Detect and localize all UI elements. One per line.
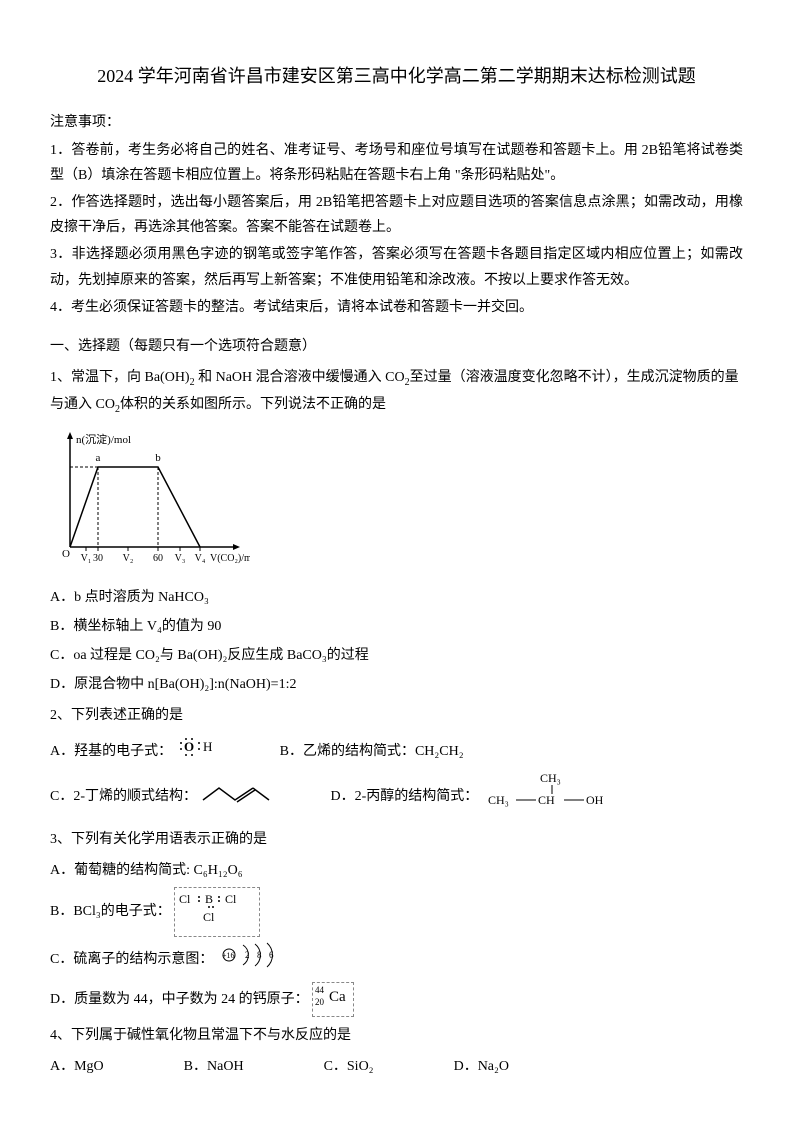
svg-text:Cl: Cl xyxy=(225,892,237,906)
question-2-stem: 2、下列表述正确的是 xyxy=(50,703,743,728)
q2-row-2: C．2-丁烯的顺式结构： D．2-丙醇的结构简式： CH₃ CH₃ CH OH xyxy=(50,772,743,821)
q1-chart: a b n(沉淀)/mol O V₁ 30 V₂ 60 V₃ V₄ V(CO₂)… xyxy=(50,427,250,577)
calcium-nuclide-icon: 44 20 Ca xyxy=(312,982,354,1017)
instruction-2: 2．作答选择题时，选出每小题答案后，用 2B铅笔把答题卡上对应题目选项的答案信息… xyxy=(50,190,743,240)
q4-options-row: A．MgO B．NaOH C．SiO₂ D．Na₂O xyxy=(50,1054,743,1079)
exam-title: 2024 学年河南省许昌市建安区第三高中化学高二第二学期期末达标检测试题 xyxy=(50,60,743,92)
svg-text:2: 2 xyxy=(245,950,250,960)
xtick-3: 60 xyxy=(153,553,163,564)
q4-option-d: D．Na₂O xyxy=(454,1054,509,1079)
chart-origin: O xyxy=(62,548,70,560)
bcl3-lewis-icon: Cl B Cl Cl xyxy=(174,887,260,936)
svg-text:CH: CH xyxy=(538,793,555,807)
hydroxyl-lewis-icon: O H xyxy=(176,735,220,768)
q2-optD-text: D．2-丙醇的结构简式： xyxy=(331,784,479,809)
svg-text:CH₃: CH₃ xyxy=(540,772,561,785)
svg-text:H: H xyxy=(203,739,212,754)
q1-text-1: 1、常温下，向 Ba(OH) xyxy=(50,370,190,385)
q3-optB-text: B．BCl₃的电子式： xyxy=(50,904,171,919)
q2-optC-text: C．2-丁烯的顺式结构： xyxy=(50,789,197,804)
chart-point-a: a xyxy=(96,452,101,464)
q1-option-b: B．横坐标轴上 V₄的值为 90 xyxy=(50,614,743,639)
svg-text:B: B xyxy=(205,892,213,906)
chart-point-b: b xyxy=(155,452,161,464)
xtick-1: 30 xyxy=(93,553,103,564)
svg-text:Ca: Ca xyxy=(329,989,346,1005)
xtick-5: V₄ xyxy=(195,553,206,564)
q3-optD-text: D．质量数为 44，中子数为 24 的钙原子： xyxy=(50,992,309,1007)
xtick-4: V₃ xyxy=(175,553,186,564)
svg-text:O: O xyxy=(184,739,194,754)
svg-text:6: 6 xyxy=(269,950,274,960)
q3-option-a: A．葡萄糖的结构简式: C₆H₁₂O₆ xyxy=(50,858,743,883)
q1-option-c: C．oa 过程是 CO₂与 Ba(OH)₂反应生成 BaCO₃的过程 xyxy=(50,643,743,668)
q3-option-d: D．质量数为 44，中子数为 24 的钙原子： 44 20 Ca xyxy=(50,982,743,1017)
xtick-0: V₁ xyxy=(81,553,92,564)
q2-optA-text: A．羟基的电子式： xyxy=(50,743,172,758)
svg-text:44: 44 xyxy=(315,985,325,995)
q2-option-d: D．2-丙醇的结构简式： CH₃ CH₃ CH OH xyxy=(331,772,617,821)
q3-optC-text: C．硫离子的结构示意图： xyxy=(50,951,213,966)
butene-structure-icon xyxy=(201,780,271,813)
section-heading: 一、选择题（每题只有一个选项符合题意） xyxy=(50,334,743,359)
instruction-3: 3．非选择题必须用黑色字迹的钢笔或签字笔作答，答案必须写在答题卡各题目指定区域内… xyxy=(50,242,743,292)
sulfur-ion-shells-icon: +16 2 8 6 xyxy=(217,941,287,978)
q4-option-b: B．NaOH xyxy=(184,1054,244,1079)
instructions-heading: 注意事项： xyxy=(50,110,743,135)
q1-option-d: D．原混合物中 n[Ba(OH)₂]:n(NaOH)=1:2 xyxy=(50,672,743,697)
q2-option-c: C．2-丁烯的顺式结构： xyxy=(50,780,271,813)
instruction-1: 1．答卷前，考生务必将自己的姓名、准考证号、考场号和座位号填写在试题卷和答题卡上… xyxy=(50,138,743,188)
q4-option-c: C．SiO₂ xyxy=(324,1054,374,1079)
question-4-stem: 4、下列属于碱性氧化物且常温下不与水反应的是 xyxy=(50,1023,743,1048)
chart-ylabel: n(沉淀)/mol xyxy=(76,432,131,446)
question-1-stem: 1、常温下，向 Ba(OH)2 和 NaOH 混合溶液中缓慢通入 CO2至过量（… xyxy=(50,365,743,419)
xtick-2: V₂ xyxy=(123,553,134,564)
propanol-structure-icon: CH₃ CH₃ CH OH xyxy=(486,772,616,821)
svg-text:CH₃: CH₃ xyxy=(488,793,509,807)
svg-text:Cl: Cl xyxy=(203,910,215,924)
svg-text:8: 8 xyxy=(257,950,262,960)
q1-text-4: 体积的关系如图所示。下列说法不正确的是 xyxy=(120,397,386,412)
svg-text:OH: OH xyxy=(586,793,604,807)
instruction-4: 4．考生必须保证答题卡的整洁。考试结束后，请将本试卷和答题卡一并交回。 xyxy=(50,295,743,320)
q3-option-b: B．BCl₃的电子式： Cl B Cl Cl xyxy=(50,887,743,936)
q3-option-c: C．硫离子的结构示意图： +16 2 8 6 xyxy=(50,941,743,978)
question-3-stem: 3、下列有关化学用语表示正确的是 xyxy=(50,827,743,852)
q2-option-a: A．羟基的电子式： O H xyxy=(50,735,220,768)
svg-text:+16: +16 xyxy=(222,951,235,960)
q4-option-a: A．MgO xyxy=(50,1054,104,1079)
q2-option-b: B．乙烯的结构简式：CH₂CH₂ xyxy=(280,739,464,764)
chart-xlabel: V(CO₂)/mL xyxy=(210,553,250,564)
svg-text:Cl: Cl xyxy=(179,892,191,906)
svg-text:20: 20 xyxy=(315,997,325,1007)
q1-option-a: A．b 点时溶质为 NaHCO₃ xyxy=(50,585,743,610)
q2-row-1: A．羟基的电子式： O H B．乙烯的结构简式：CH₂CH₂ xyxy=(50,735,743,768)
q1-text-2: 和 NaOH 混合溶液中缓慢通入 CO xyxy=(195,370,405,385)
